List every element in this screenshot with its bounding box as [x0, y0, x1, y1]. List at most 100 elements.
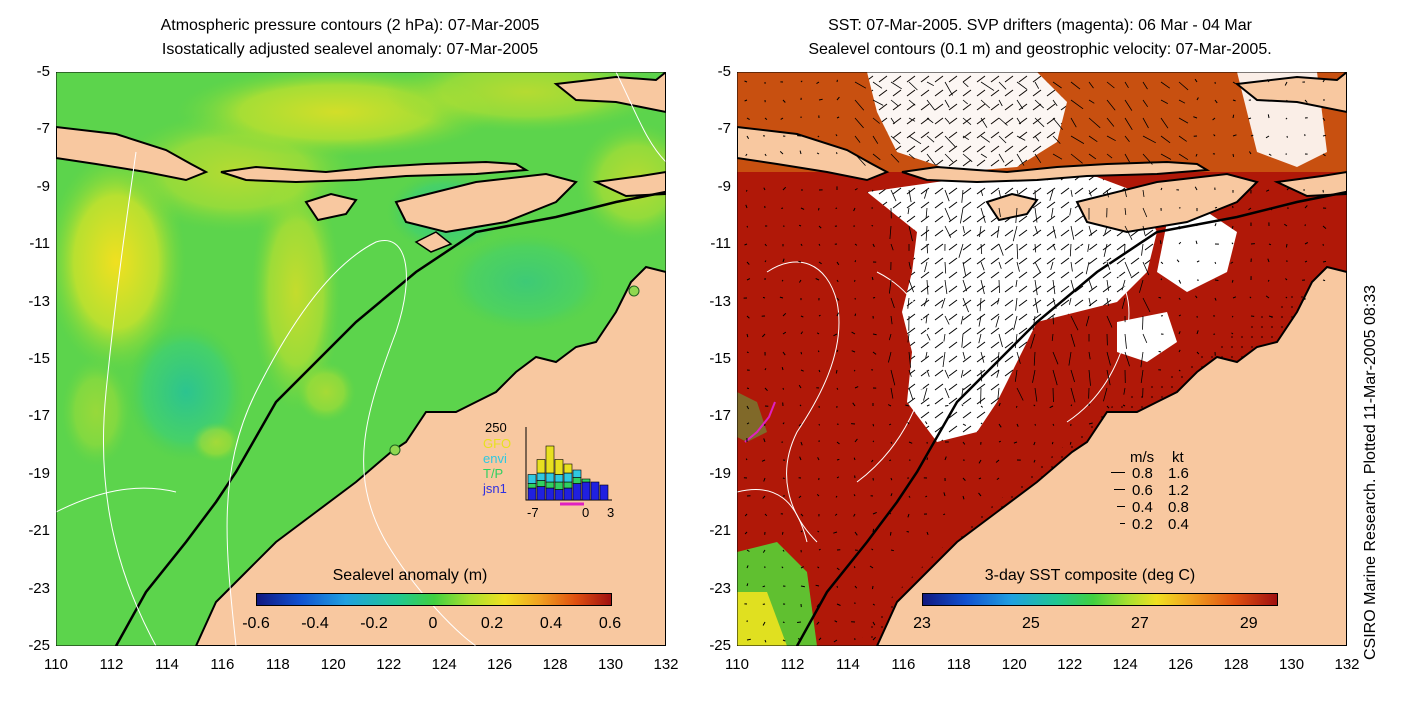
inset-bar-jsn1	[581, 481, 591, 501]
velocity-legend-arrow	[1120, 523, 1125, 524]
velocity-arrow	[1124, 225, 1133, 240]
inset-bar-tp	[536, 480, 546, 487]
velocity-arrow	[906, 531, 910, 533]
velocity-arrow	[1015, 297, 1018, 311]
right-x-tick: 132	[1334, 656, 1360, 673]
velocity-arrow	[890, 243, 894, 251]
left-title-line1: Atmospheric pressure contours (2 hPa): 0…	[160, 17, 540, 34]
velocity-arrow	[908, 225, 913, 242]
velocity-arrow	[746, 117, 750, 121]
velocity-arrow	[944, 81, 953, 96]
velocity-arrow	[926, 279, 929, 295]
velocity-arrow	[998, 207, 1001, 217]
velocity-arrow	[944, 189, 950, 202]
velocity-arrow	[1231, 332, 1234, 335]
velocity-legend-arrow	[1114, 489, 1125, 490]
velocity-arrow	[908, 351, 911, 368]
velocity-arrow	[997, 297, 1000, 305]
velocity-legend-kt: 0.8	[1168, 499, 1189, 516]
left-colorbar-tick: -0.6	[242, 615, 270, 632]
velocity-arrow	[1034, 99, 1044, 109]
velocity-arrow	[744, 80, 748, 83]
velocity-arrow	[762, 549, 766, 553]
velocity-arrow	[1070, 81, 1081, 90]
velocity-arrow	[798, 384, 802, 389]
right-y-tick: -23	[709, 579, 731, 597]
velocity-arrow	[960, 315, 964, 325]
velocity-arrow	[816, 81, 820, 85]
velocity-arrow	[745, 458, 748, 461]
velocity-arrow	[1088, 135, 1098, 143]
velocity-arrow	[815, 278, 820, 281]
inset-bar-envi	[554, 474, 564, 483]
velocity-arrow	[816, 603, 820, 608]
velocity-arrow	[890, 315, 893, 325]
velocity-arrow	[1070, 387, 1076, 403]
velocity-arrow	[1014, 369, 1018, 382]
right-x-tick: 120	[1001, 656, 1027, 673]
velocity-arrow	[1160, 81, 1171, 89]
velocity-arrow	[978, 492, 982, 497]
velocity-arrow	[797, 638, 802, 641]
inset-bar-tp	[527, 483, 537, 489]
velocity-arrow	[1013, 315, 1018, 331]
velocity-arrow	[833, 531, 838, 534]
inset-legend-item: GFO	[483, 436, 512, 451]
velocity-arrow	[1051, 441, 1054, 445]
velocity-arrow	[1160, 153, 1172, 160]
velocity-arrow	[872, 135, 879, 144]
right-colorbar-tick: 23	[913, 615, 931, 632]
velocity-arrow	[926, 81, 934, 87]
velocity-arrow	[925, 225, 928, 241]
velocity-arrow	[1070, 99, 1084, 110]
velocity-arrow	[890, 477, 893, 481]
velocity-arrow	[1142, 189, 1145, 197]
velocity-arrow	[1124, 189, 1127, 198]
velocity-arrow	[1178, 297, 1181, 301]
velocity-arrow	[926, 369, 930, 377]
velocity-arrow	[854, 585, 858, 589]
velocity-arrow	[980, 189, 984, 197]
inset-bar-tp	[572, 477, 582, 484]
velocity-arrow	[800, 315, 804, 318]
velocity-arrow	[1016, 261, 1020, 272]
left-colorbar-tick: -0.4	[301, 615, 329, 632]
velocity-arrow	[998, 81, 1007, 90]
velocity-arrow	[1265, 135, 1270, 139]
velocity-arrow	[746, 638, 751, 641]
velocity-arrow	[1268, 207, 1273, 211]
velocity-arrow	[890, 81, 902, 90]
velocity-arrow	[854, 386, 859, 389]
velocity-arrow	[908, 495, 911, 498]
velocity-arrow	[998, 99, 1003, 107]
velocity-arrow	[1178, 369, 1181, 372]
right-x-tick: 126	[1168, 656, 1194, 673]
velocity-arrow	[836, 279, 839, 283]
right-x-tick: 130	[1279, 656, 1305, 673]
inset-bar-envi	[536, 472, 546, 481]
velocity-arrow	[1232, 99, 1236, 102]
velocity-arrow	[1285, 99, 1288, 103]
velocity-arrow	[1016, 117, 1022, 125]
velocity-arrow	[836, 458, 840, 461]
velocity-arrow	[816, 621, 820, 625]
velocity-arrow	[781, 566, 784, 569]
velocity-arrow	[1103, 387, 1108, 402]
velocity-arrow	[1049, 405, 1054, 409]
velocity-arrow	[980, 369, 983, 382]
velocity-arrow	[1049, 189, 1054, 201]
inset-bar-jsn1	[554, 489, 564, 501]
velocity-arrow	[872, 81, 883, 89]
velocity-legend-ms: 0.4	[1132, 499, 1153, 516]
velocity-arrow	[836, 441, 840, 445]
velocity-arrow	[1087, 243, 1090, 252]
velocity-arrow	[1088, 153, 1097, 160]
velocity-arrow	[872, 603, 875, 606]
velocity-arrow	[997, 351, 1000, 367]
velocity-arrow	[1069, 297, 1072, 305]
velocity-arrow	[925, 351, 928, 359]
velocity-arrow	[1322, 279, 1326, 282]
velocity-arrow	[854, 153, 866, 166]
velocity-arrow	[962, 279, 968, 292]
velocity-arrow	[1231, 225, 1234, 229]
